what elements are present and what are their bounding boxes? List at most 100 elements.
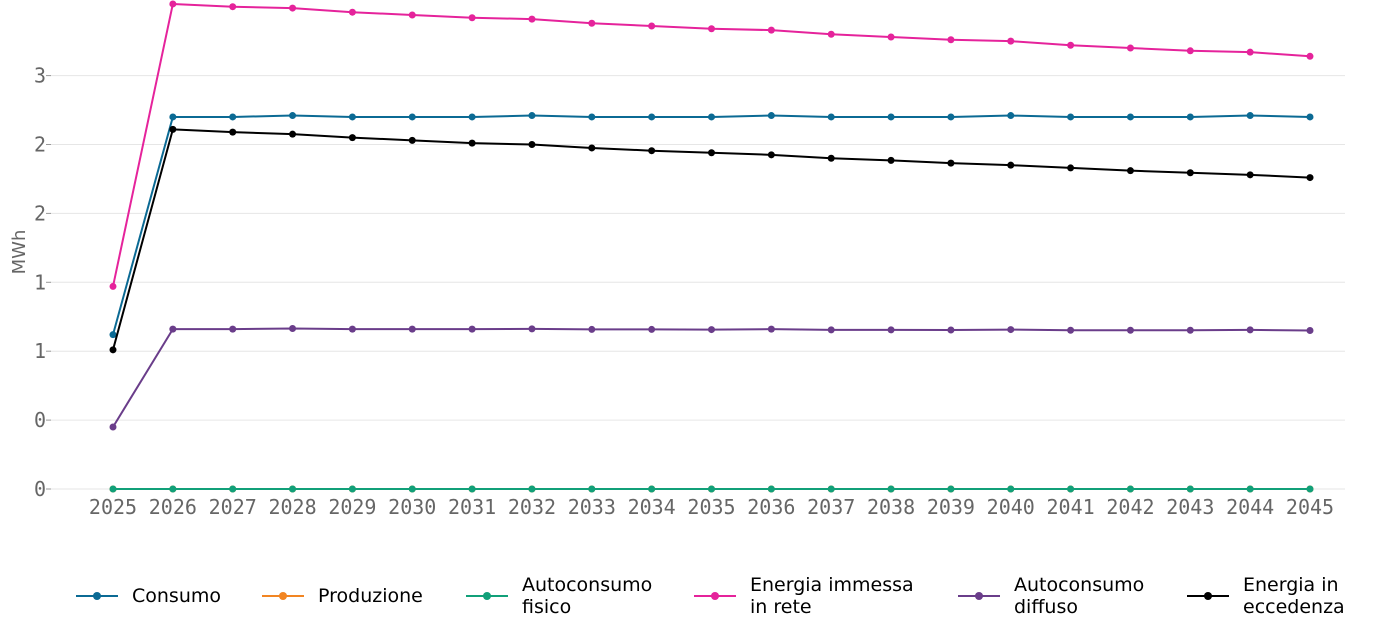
data-point [887,33,895,41]
legend-swatch [1187,589,1229,603]
x-tick-label: 2029 [328,495,376,519]
line-chart: 0 0 1 1 2 2 3 2025 2026 2027 2028 2029 2030 2031 2032… [9,0,1345,519]
data-point [827,30,835,38]
data-point [588,144,596,152]
data-point [169,113,177,121]
data-point [947,326,955,334]
x-tick-label: 2042 [1106,495,1154,519]
data-point [767,325,775,333]
legend-label: Consumo [132,585,222,607]
data-point [169,485,177,493]
data-point [348,134,356,142]
data-point [1246,326,1254,334]
data-point [468,485,476,493]
data-point [1126,326,1134,334]
y-tick-label: 0 [34,477,46,501]
data-point [408,113,416,121]
data-point [1186,47,1194,55]
data-point [289,4,297,12]
data-point [1246,48,1254,56]
data-point [1007,326,1015,334]
data-point [648,113,656,121]
legend-swatch-dot [1204,592,1212,600]
x-tick-label: 2034 [628,495,676,519]
data-point [1007,161,1015,169]
series-line [112,128,1311,351]
legend-swatch-dot [93,592,101,600]
data-point [1007,112,1015,120]
data-point [1126,113,1134,121]
data-point [528,112,536,120]
x-tick-label: 2027 [209,495,257,519]
data-point [169,0,177,8]
data-point [468,325,476,333]
data-point [588,113,596,121]
data-point [1007,485,1015,493]
data-point [708,113,715,121]
data-point [289,324,297,332]
data-point [1126,44,1134,52]
data-point [947,159,955,167]
data-point [767,485,775,493]
x-tick-label: 2026 [149,495,197,519]
legend-label: Energia immessa in rete [750,574,914,618]
series-0 [109,112,1314,339]
x-tick-label: 2044 [1226,495,1274,519]
data-point [588,325,596,333]
data-point [229,3,237,11]
data-point [348,485,356,493]
legend-item: Autoconsumo fisico [466,566,652,626]
x-tick-label: 2045 [1286,495,1334,519]
data-point [708,485,715,493]
y-tick-label: 1 [34,339,46,363]
data-point [827,113,835,121]
data-point [169,125,177,133]
data-point [1186,326,1194,334]
legend-swatch [76,589,118,603]
x-tick-label: 2037 [807,495,855,519]
x-tick-label: 2041 [1047,495,1095,519]
data-point [1126,167,1134,175]
legend-swatch [694,589,736,603]
data-point [887,113,895,121]
y-tick-label: 3 [34,64,46,88]
data-point [229,128,237,136]
series-group [109,0,1314,493]
data-point [1067,326,1075,334]
data-point [1067,41,1075,49]
data-point [109,282,117,290]
data-point [408,11,416,19]
data-point [468,139,476,147]
legend-swatch-dot [279,592,287,600]
legend-label: Produzione [318,585,423,607]
data-point [947,36,955,44]
series-line [112,327,1311,428]
data-point [229,325,237,333]
data-point [827,485,835,493]
data-point [229,113,237,121]
x-tick-label: 2028 [268,495,316,519]
data-point [229,485,237,493]
x-tick-label: 2033 [568,495,616,519]
data-point [468,14,476,22]
data-point [708,25,715,33]
data-point [408,325,416,333]
data-point [1067,485,1075,493]
data-point [648,485,656,493]
data-point [1306,485,1314,493]
y-tick-label: 2 [34,133,46,157]
legend-item: Energia immessa in rete [694,566,914,626]
y-axis-ticks: 0 0 1 1 2 2 3 [34,64,51,501]
data-point [1186,485,1194,493]
y-axis-label: MWh [9,230,30,275]
y-tick-label: 1 [34,270,46,294]
x-tick-label: 2036 [747,495,795,519]
data-point [1306,327,1314,335]
y-tick-label: 0 [34,408,46,432]
legend: Consumo Produzione Autoconsumo fisico Energ… [0,566,1379,626]
data-point [528,141,536,148]
data-point [1186,113,1194,121]
data-point [109,485,117,493]
data-point [408,485,416,493]
y-tick-label: 2 [34,201,46,225]
